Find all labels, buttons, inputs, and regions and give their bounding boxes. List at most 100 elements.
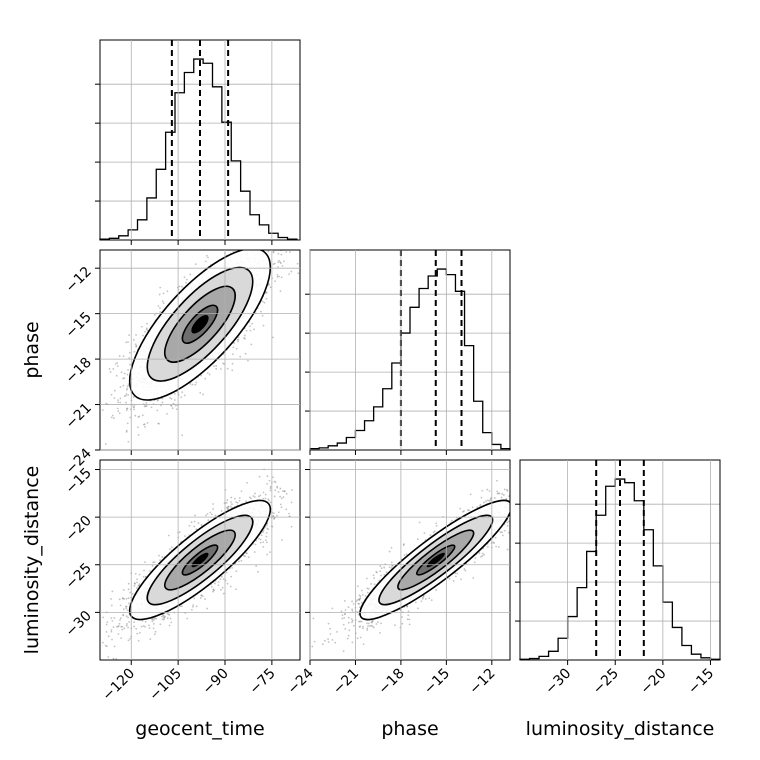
sample-point bbox=[126, 407, 128, 410]
sample-point bbox=[356, 637, 359, 640]
sample-point bbox=[272, 515, 274, 517]
sample-point bbox=[237, 336, 240, 339]
sample-point bbox=[250, 497, 252, 500]
sample-point bbox=[189, 273, 192, 276]
sample-point bbox=[227, 505, 230, 508]
sample-point bbox=[134, 414, 137, 417]
sample-point bbox=[257, 570, 259, 573]
sample-point bbox=[185, 278, 188, 281]
sample-point bbox=[166, 612, 169, 615]
sample-point bbox=[266, 527, 269, 530]
sample-point bbox=[212, 503, 215, 505]
sample-point bbox=[109, 371, 112, 373]
sample-point bbox=[111, 590, 114, 593]
sample-point bbox=[131, 592, 134, 595]
sample-point bbox=[112, 368, 115, 370]
sample-point bbox=[365, 577, 368, 580]
sample-point bbox=[258, 475, 261, 478]
sample-point bbox=[235, 570, 238, 573]
sample-point bbox=[143, 423, 145, 426]
sample-point bbox=[276, 273, 279, 276]
sample-point bbox=[116, 365, 119, 368]
sample-point bbox=[112, 417, 115, 420]
sample-point bbox=[166, 412, 168, 415]
sample-point bbox=[118, 598, 121, 601]
scatter-panel-luminosity-distance-vs-phase bbox=[309, 459, 511, 661]
sample-point bbox=[266, 524, 268, 527]
sample-point bbox=[119, 619, 121, 621]
sample-point bbox=[144, 405, 147, 408]
sample-point bbox=[133, 406, 135, 409]
sample-point bbox=[265, 291, 267, 294]
sample-point bbox=[181, 391, 184, 394]
sample-point bbox=[168, 624, 171, 627]
sample-point bbox=[212, 588, 215, 591]
sample-point bbox=[127, 393, 130, 396]
sample-point bbox=[263, 301, 266, 304]
sample-point bbox=[161, 401, 164, 404]
sample-point bbox=[222, 592, 225, 595]
sample-point bbox=[213, 365, 215, 368]
sample-point bbox=[235, 347, 238, 350]
sample-point bbox=[145, 328, 148, 331]
sample-point bbox=[217, 584, 220, 587]
sample-point bbox=[153, 313, 156, 316]
sample-point bbox=[212, 588, 215, 591]
sample-point bbox=[125, 401, 127, 404]
sample-point bbox=[235, 501, 238, 503]
sample-point bbox=[126, 422, 129, 425]
sample-point bbox=[118, 355, 121, 357]
sample-point bbox=[240, 559, 243, 562]
sample-point bbox=[266, 482, 268, 485]
sample-point bbox=[193, 520, 196, 523]
sample-point bbox=[243, 334, 246, 337]
sample-point bbox=[123, 372, 126, 375]
sample-point bbox=[110, 416, 113, 419]
sample-point bbox=[118, 412, 121, 415]
sample-point bbox=[127, 369, 129, 371]
sample-point bbox=[233, 342, 235, 344]
sample-point bbox=[226, 367, 229, 370]
sample-point bbox=[111, 414, 114, 417]
sample-point bbox=[116, 407, 119, 410]
sample-point bbox=[231, 566, 234, 569]
sample-point bbox=[170, 621, 173, 624]
sample-point bbox=[126, 387, 129, 390]
sample-point bbox=[125, 393, 128, 395]
sample-point bbox=[265, 531, 268, 534]
sample-point bbox=[199, 391, 202, 394]
sample-point bbox=[285, 251, 288, 253]
sample-point bbox=[242, 554, 245, 557]
sample-point bbox=[121, 597, 124, 600]
sample-point bbox=[181, 434, 184, 437]
sample-point bbox=[168, 613, 171, 616]
sample-point bbox=[248, 496, 251, 499]
sample-point bbox=[272, 512, 275, 515]
sample-point bbox=[127, 616, 129, 619]
sample-point bbox=[222, 362, 225, 365]
sample-point bbox=[265, 297, 268, 300]
sample-point bbox=[267, 528, 270, 531]
sample-point bbox=[266, 475, 269, 478]
sample-point bbox=[137, 639, 140, 642]
sample-point bbox=[154, 630, 157, 633]
sample-point bbox=[267, 250, 270, 253]
sample-point bbox=[225, 571, 228, 574]
sample-point bbox=[117, 625, 120, 628]
sample-point bbox=[127, 597, 130, 600]
sample-point bbox=[226, 582, 229, 585]
sample-point bbox=[122, 608, 125, 611]
sample-point bbox=[274, 481, 277, 484]
sample-point bbox=[183, 276, 186, 279]
sample-point bbox=[122, 377, 124, 380]
sample-point bbox=[108, 367, 111, 370]
sample-point bbox=[126, 373, 129, 376]
sample-point bbox=[151, 618, 153, 621]
sample-point bbox=[127, 341, 129, 343]
sample-point bbox=[129, 637, 131, 640]
sample-point bbox=[288, 273, 291, 276]
sample-point bbox=[257, 495, 260, 498]
sample-point bbox=[151, 620, 154, 623]
hist-panel-luminosity-distance bbox=[515, 459, 721, 661]
sample-point bbox=[226, 499, 229, 501]
